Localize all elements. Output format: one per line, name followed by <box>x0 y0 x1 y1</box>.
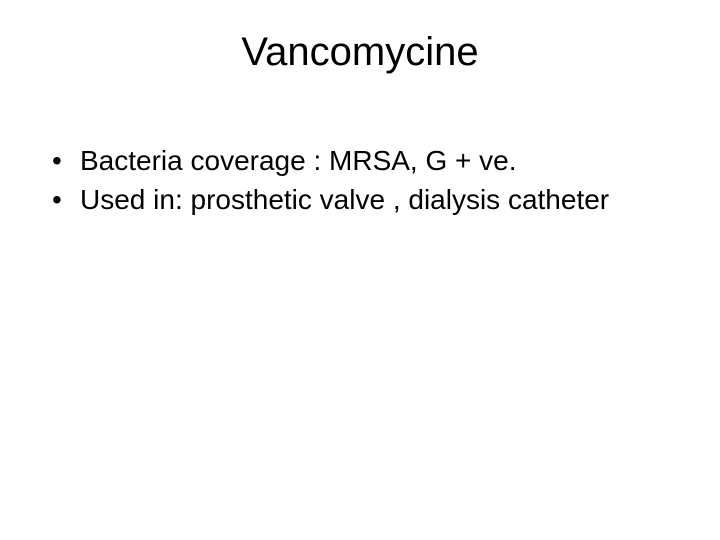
list-item: Used in: prosthetic valve , dialysis cat… <box>52 182 676 217</box>
list-item: Bacteria coverage : MRSA, G + ve. <box>52 143 676 178</box>
slide-title: Vancomycine <box>44 30 676 75</box>
slide: Vancomycine Bacteria coverage : MRSA, G … <box>0 0 720 540</box>
bullet-list: Bacteria coverage : MRSA, G + ve. Used i… <box>44 143 676 217</box>
